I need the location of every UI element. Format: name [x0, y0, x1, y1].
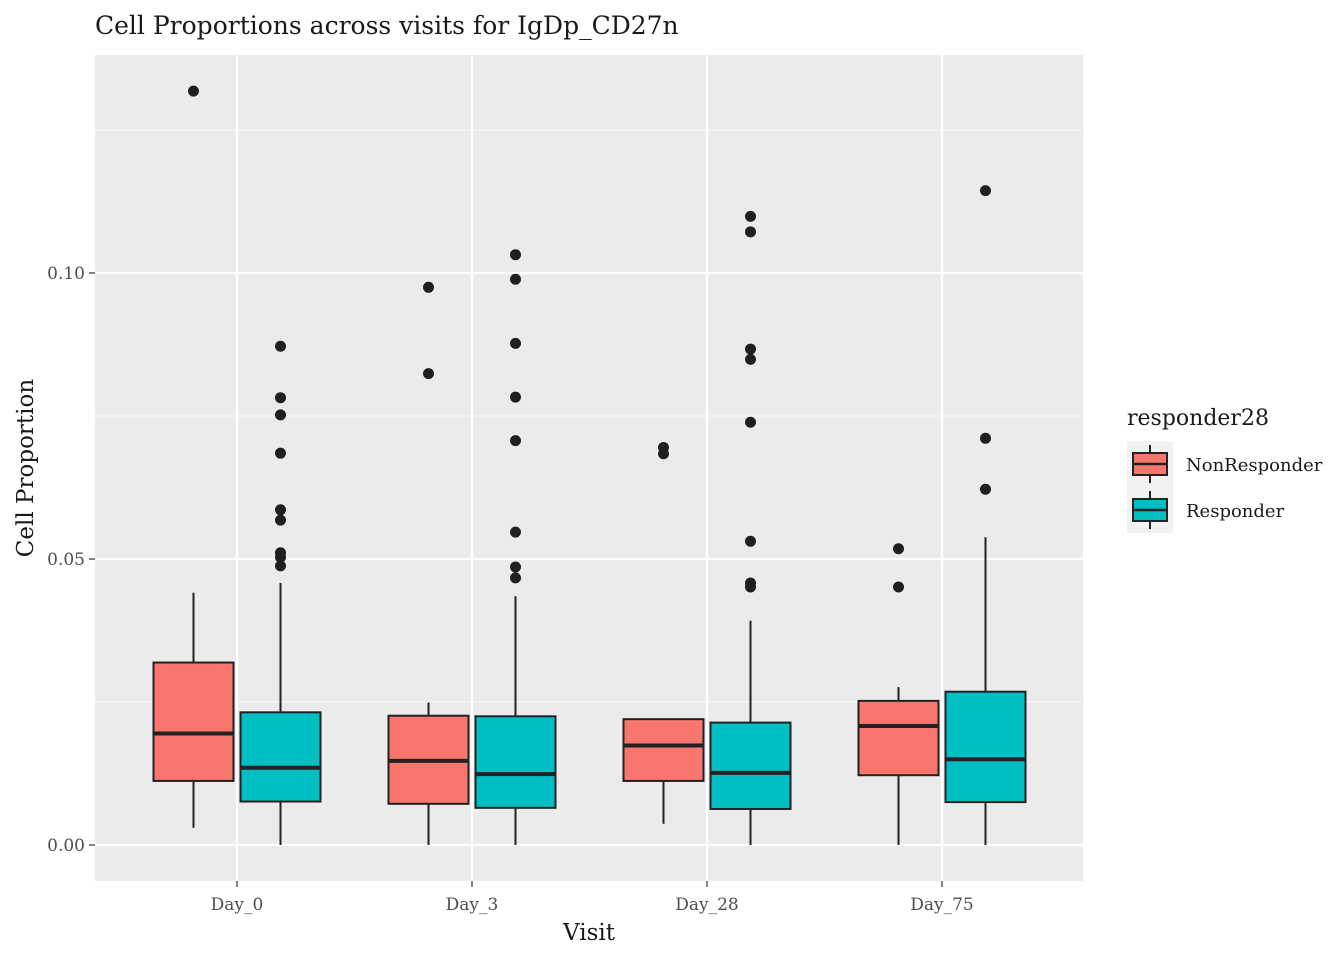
- outlier-point: [188, 85, 199, 97]
- outlier-point: [275, 409, 286, 421]
- x-tick-label: Day_3: [446, 895, 499, 915]
- box-iqr: [239, 711, 322, 803]
- outlier-point: [745, 226, 756, 238]
- y-axis-title: Cell Proportion: [13, 379, 39, 558]
- y-tick-label: 0.05: [47, 550, 85, 570]
- grid-major: [95, 55, 1083, 881]
- outlier-point: [510, 337, 521, 349]
- outlier-point: [745, 581, 756, 593]
- outlier-point: [980, 185, 991, 197]
- outlier-point: [745, 535, 756, 547]
- outlier-point: [510, 249, 521, 261]
- chart-title: Cell Proportions across visits for IgDp_…: [95, 11, 679, 40]
- outlier-point: [510, 572, 521, 584]
- outlier-point: [275, 504, 286, 516]
- outlier-point: [275, 551, 286, 563]
- outlier-point: [275, 340, 286, 352]
- outlier-point: [980, 483, 991, 495]
- box-iqr: [152, 661, 235, 782]
- outlier-point: [893, 581, 904, 593]
- outlier-point: [510, 561, 521, 573]
- outlier-point: [275, 392, 286, 404]
- box-iqr: [944, 690, 1027, 804]
- outlier-point: [510, 391, 521, 403]
- outlier-point: [745, 416, 756, 428]
- outlier-point: [745, 353, 756, 365]
- x-tick-label: Day_75: [910, 895, 974, 915]
- legend-label: Responder: [1186, 501, 1285, 522]
- x-axis-title: Visit: [562, 920, 616, 946]
- outlier-point: [510, 273, 521, 285]
- outlier-point: [423, 368, 434, 380]
- x-tick-label: Day_0: [211, 895, 264, 915]
- outlier-point: [745, 210, 756, 222]
- outlier-point: [423, 281, 434, 293]
- legend-title: responder28: [1127, 406, 1269, 431]
- outlier-point: [893, 543, 904, 555]
- outlier-point: [980, 432, 991, 444]
- y-axis-ticks: 0.00 0.05 0.10: [47, 264, 95, 856]
- box-iqr: [857, 699, 940, 777]
- outlier-point: [275, 447, 286, 459]
- legend: responder28 NonResponder Responder: [1127, 406, 1323, 533]
- x-tick-label: Day_28: [675, 895, 739, 915]
- outlier-point: [510, 435, 521, 447]
- outlier-point: [275, 560, 286, 572]
- y-tick-label: 0.10: [47, 264, 85, 284]
- outlier-point: [745, 343, 756, 355]
- x-axis-ticks: Day_0 Day_3 Day_28 Day_75: [211, 881, 974, 915]
- outlier-point: [275, 514, 286, 526]
- outlier-point: [658, 448, 669, 460]
- box-iqr: [474, 715, 557, 809]
- box-iqr: [709, 721, 792, 810]
- y-tick-label: 0.00: [47, 836, 85, 856]
- boxes-layer: [152, 85, 1027, 845]
- outlier-point: [510, 526, 521, 538]
- legend-label: NonResponder: [1186, 455, 1323, 476]
- box-iqr: [622, 718, 705, 782]
